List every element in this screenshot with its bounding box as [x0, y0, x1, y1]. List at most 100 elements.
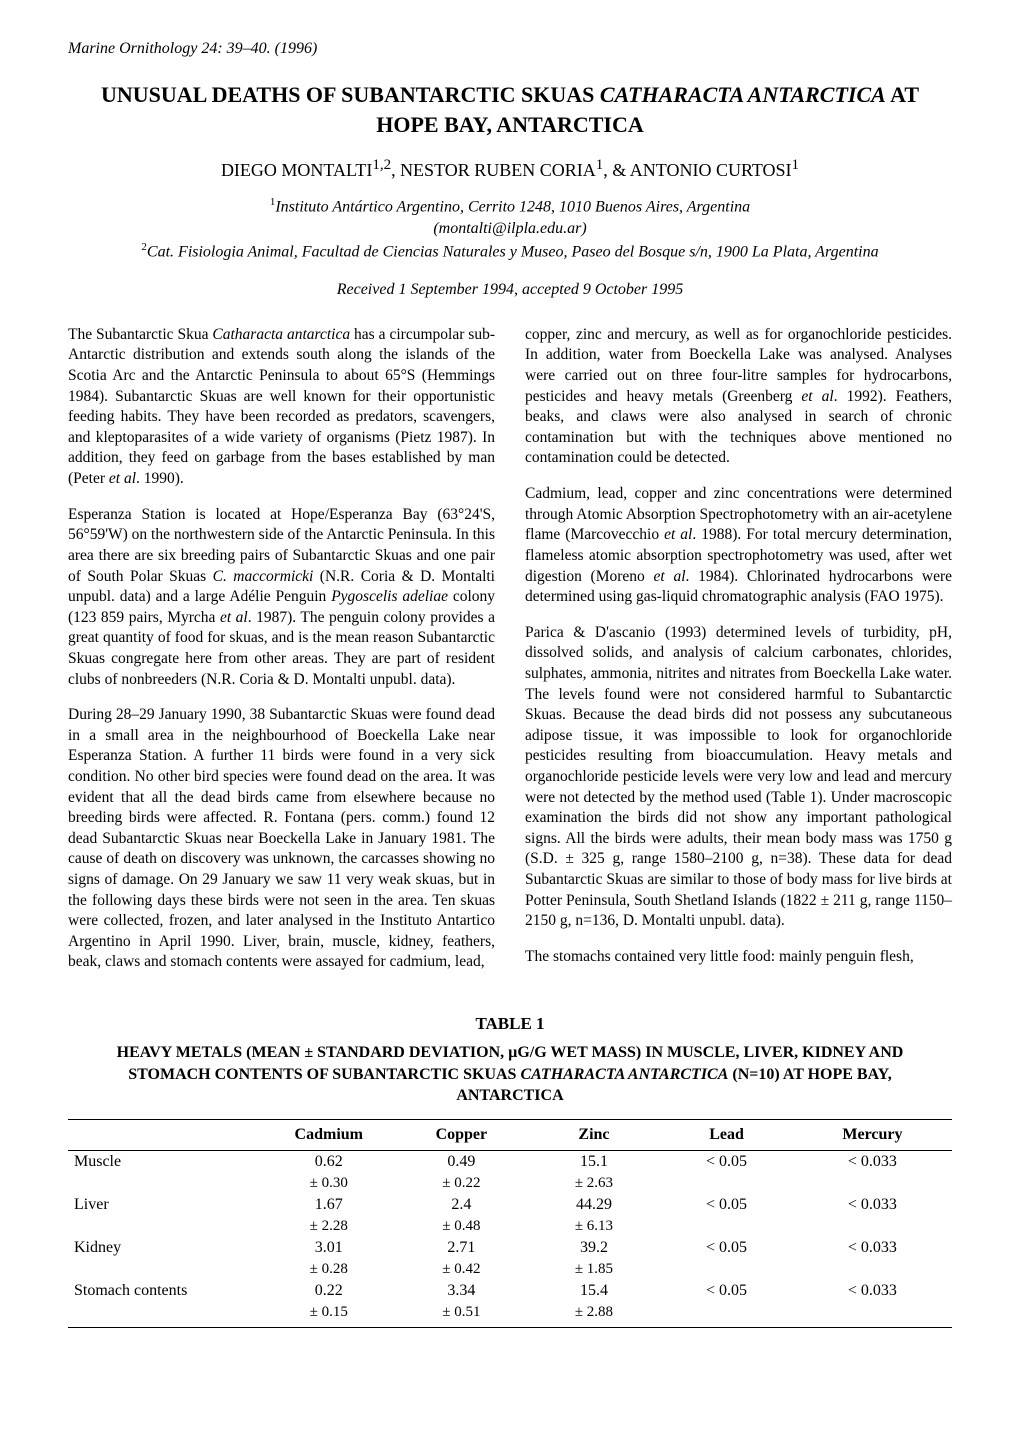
cell: < 0.033 [793, 1150, 952, 1173]
left-p1-etal: et al [109, 470, 136, 487]
cell-sd: ± 0.28 [262, 1259, 395, 1280]
cell: 2.71 [395, 1237, 528, 1259]
cell: 1.67 [262, 1194, 395, 1216]
cell: 39.2 [528, 1237, 661, 1259]
right-p1-etal: et al [801, 388, 833, 405]
left-p2-etal: et al [220, 609, 248, 626]
author-3: ANTONIO CURTOSI [630, 160, 792, 180]
table-row-sd: ± 0.15 ± 0.51 ± 2.88 [68, 1302, 952, 1328]
author-2-sup: 1 [596, 157, 604, 173]
affiliation-1: 1Instituto Antártico Argentino, Cerrito … [68, 195, 952, 218]
table-row-sd: ± 0.28 ± 0.42 ± 1.85 [68, 1259, 952, 1280]
cell-sd [660, 1173, 793, 1194]
table-1-caption: HEAVY METALS (MEAN ± STANDARD DEVIATION,… [100, 1042, 920, 1107]
th-2: Copper [395, 1119, 528, 1150]
row-label: Kidney [68, 1237, 262, 1259]
table-row: Muscle 0.62 0.49 15.1 < 0.05 < 0.033 [68, 1150, 952, 1173]
author-1: DIEGO MONTALTI [221, 160, 372, 180]
received-line: Received 1 September 1994, accepted 9 Oc… [68, 281, 952, 299]
cell: 3.34 [395, 1280, 528, 1302]
cell-sd [660, 1302, 793, 1328]
affil-2-text: Cat. Fisiologia Animal, Facultad de Cien… [147, 243, 879, 260]
right-p1: copper, zinc and mercury, as well as for… [525, 325, 952, 469]
cell: 0.49 [395, 1150, 528, 1173]
cell-sd: ± 0.22 [395, 1173, 528, 1194]
article-title: UNUSUAL DEATHS OF SUBANTARCTIC SKUAS CAT… [68, 80, 952, 139]
cell-sd [793, 1216, 952, 1237]
title-species: CATHARACTA ANTARCTICA [600, 82, 886, 107]
right-p2-etal1: et al [664, 526, 692, 543]
left-p1-a: The Subantarctic Skua [68, 326, 212, 343]
left-column: The Subantarctic Skua Catharacta antarct… [68, 325, 495, 988]
body-columns: The Subantarctic Skua Catharacta antarct… [68, 325, 952, 988]
left-p2: Esperanza Station is located at Hope/Esp… [68, 505, 495, 690]
cell-sd: ± 6.13 [528, 1216, 661, 1237]
cell: 15.1 [528, 1150, 661, 1173]
cell-empty [68, 1259, 262, 1280]
cell: 15.4 [528, 1280, 661, 1302]
cell-sd [660, 1259, 793, 1280]
cell: 2.4 [395, 1194, 528, 1216]
row-label: Stomach contents [68, 1280, 262, 1302]
th-3: Zinc [528, 1119, 661, 1150]
cell-sd [793, 1259, 952, 1280]
table-row-sd: ± 0.30 ± 0.22 ± 2.63 [68, 1173, 952, 1194]
running-head: Marine Ornithology 24: 39–40. (1996) [68, 40, 952, 58]
cell: 0.22 [262, 1280, 395, 1302]
cell: < 0.05 [660, 1150, 793, 1173]
cell: < 0.05 [660, 1194, 793, 1216]
cell-sd: ± 0.15 [262, 1302, 395, 1328]
table-1-block: TABLE 1 HEAVY METALS (MEAN ± STANDARD DE… [68, 1014, 952, 1328]
row-label: Muscle [68, 1150, 262, 1173]
authors-line: DIEGO MONTALTI1,2, NESTOR RUBEN CORIA1, … [68, 157, 952, 181]
cell: < 0.033 [793, 1237, 952, 1259]
left-p1-species: Catharacta antarctica [212, 326, 350, 343]
affil-1-text: Instituto Antártico Argentino, Cerrito 1… [275, 199, 750, 216]
cell-sd: ± 2.28 [262, 1216, 395, 1237]
title-pre: UNUSUAL DEATHS OF SUBANTARCTIC SKUAS [101, 82, 600, 107]
table-row-sd: ± 2.28 ± 0.48 ± 6.13 [68, 1216, 952, 1237]
cell-sd [660, 1216, 793, 1237]
table-caption-species: CATHARACTA ANTARCTICA [520, 1066, 728, 1083]
cell-sd [793, 1173, 952, 1194]
left-p2-species1: C. maccormicki [213, 568, 314, 585]
right-p2: Cadmium, lead, copper and zinc concentra… [525, 484, 952, 608]
th-0 [68, 1119, 262, 1150]
table-head: Cadmium Copper Zinc Lead Mercury [68, 1119, 952, 1150]
left-p1: The Subantarctic Skua Catharacta antarct… [68, 325, 495, 490]
table-row: Stomach contents 0.22 3.34 15.4 < 0.05 <… [68, 1280, 952, 1302]
right-p3: Parica & D'ascanio (1993) determined lev… [525, 623, 952, 932]
cell-sd [793, 1302, 952, 1328]
th-5: Mercury [793, 1119, 952, 1150]
cell: < 0.05 [660, 1237, 793, 1259]
cell-sd: ± 0.48 [395, 1216, 528, 1237]
page-root: Marine Ornithology 24: 39–40. (1996) UNU… [0, 0, 1020, 1378]
cell-empty [68, 1216, 262, 1237]
author-2: NESTOR RUBEN CORIA [400, 160, 596, 180]
cell-sd: ± 0.51 [395, 1302, 528, 1328]
cell-sd: ± 2.88 [528, 1302, 661, 1328]
table-1: Cadmium Copper Zinc Lead Mercury Muscle … [68, 1119, 952, 1328]
cell-sd: ± 0.42 [395, 1259, 528, 1280]
cell: < 0.033 [793, 1280, 952, 1302]
left-p2-species2: Pygoscelis adeliae [331, 588, 448, 605]
cell: < 0.033 [793, 1194, 952, 1216]
table-1-label: TABLE 1 [68, 1014, 952, 1034]
left-p1-b: has a circum­polar sub-Antarctic distrib… [68, 326, 495, 487]
cell-sd: ± 1.85 [528, 1259, 661, 1280]
cell: < 0.05 [660, 1280, 793, 1302]
cell: 3.01 [262, 1237, 395, 1259]
right-p4: The stomachs contained very little food:… [525, 947, 952, 968]
table-row: Kidney 3.01 2.71 39.2 < 0.05 < 0.033 [68, 1237, 952, 1259]
table-header-row: Cadmium Copper Zinc Lead Mercury [68, 1119, 952, 1150]
th-4: Lead [660, 1119, 793, 1150]
th-1: Cadmium [262, 1119, 395, 1150]
cell-sd: ± 2.63 [528, 1173, 661, 1194]
cell: 0.62 [262, 1150, 395, 1173]
table-row: Liver 1.67 2.4 44.29 < 0.05 < 0.033 [68, 1194, 952, 1216]
cell-empty [68, 1173, 262, 1194]
right-p2-etal2: et al [654, 568, 686, 585]
cell-empty [68, 1302, 262, 1328]
author-1-sup: 1,2 [372, 157, 391, 173]
affiliation-2: 2Cat. Fisiologia Animal, Facultad de Cie… [68, 240, 952, 263]
